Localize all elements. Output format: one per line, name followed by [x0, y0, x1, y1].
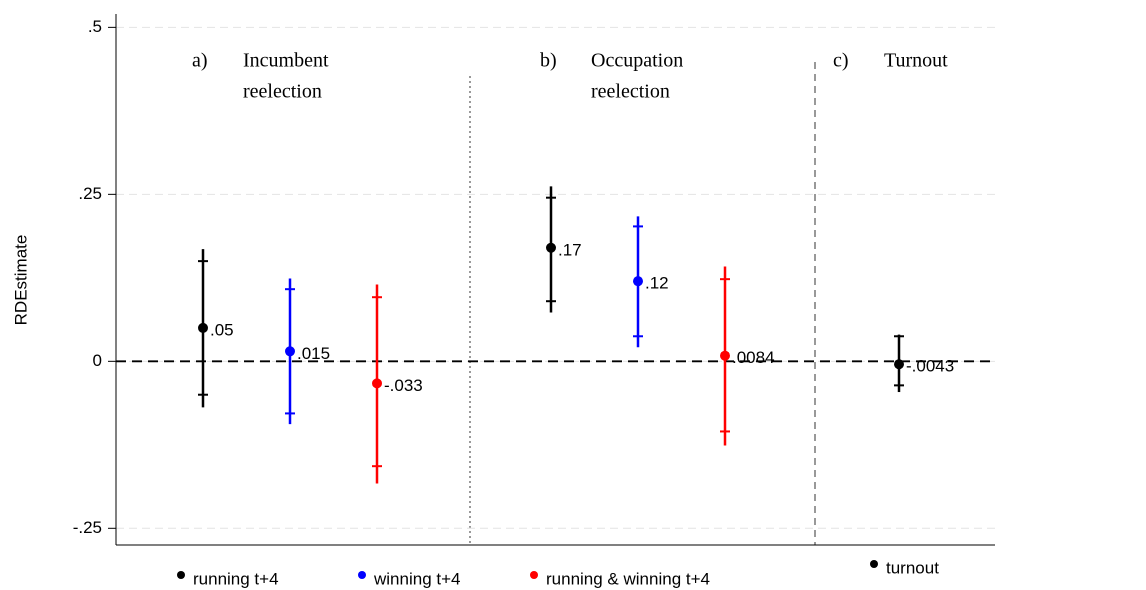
- value-label: .17: [558, 240, 582, 259]
- panel-title: reelection: [243, 81, 322, 103]
- value-label: -.0043: [906, 357, 954, 376]
- legend-marker: [358, 571, 366, 579]
- point: [894, 359, 904, 370]
- point: [546, 242, 556, 253]
- point: [720, 350, 730, 361]
- point: [285, 346, 295, 357]
- y-tick-label: .25: [78, 184, 102, 203]
- panel-letter: b): [540, 50, 557, 72]
- legend-marker: [530, 571, 538, 579]
- point: [633, 276, 643, 287]
- value-label: .05: [210, 320, 234, 339]
- y-axis-label: RDEstimate: [11, 235, 30, 326]
- legend-label: turnout: [886, 558, 939, 577]
- panel-letter: c): [833, 50, 849, 72]
- legend-marker: [870, 560, 878, 568]
- y-tick-label: 0: [93, 351, 102, 370]
- panel-title: Turnout: [884, 50, 948, 72]
- legend-label: winning t+4: [373, 569, 460, 588]
- legend-label: running & winning t+4: [546, 569, 710, 588]
- panel-title: reelection: [591, 81, 670, 103]
- point: [372, 378, 382, 389]
- legend-label: running t+4: [193, 569, 279, 588]
- y-tick-label: .5: [88, 17, 102, 36]
- panel-letter: a): [192, 50, 208, 72]
- y-tick-label: -.25: [73, 518, 102, 537]
- point: [198, 322, 208, 333]
- panel-title: Occupation: [591, 50, 683, 72]
- value-label: .015: [297, 344, 330, 363]
- panel-title: Incumbent: [243, 50, 329, 72]
- legend-marker: [177, 571, 185, 579]
- value-label: .0084: [732, 348, 775, 367]
- value-label: .12: [645, 274, 669, 293]
- value-label: -.033: [384, 376, 423, 395]
